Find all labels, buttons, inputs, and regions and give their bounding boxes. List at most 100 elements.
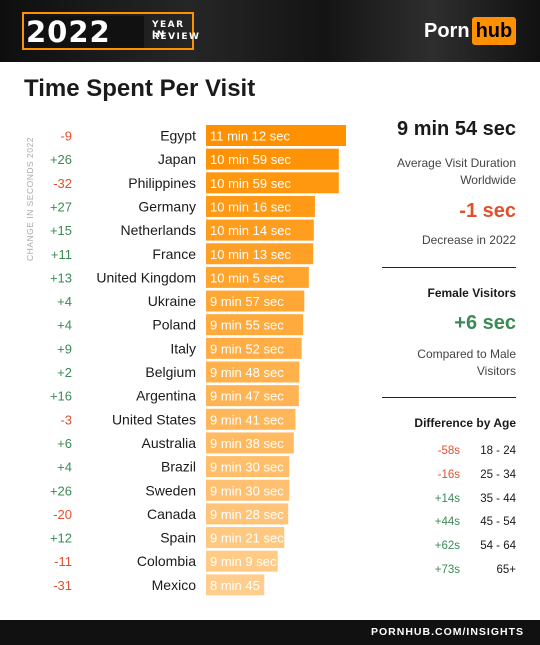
change-label: +4 [57, 318, 72, 333]
country-label: Poland [152, 317, 196, 333]
bar-value-label: 9 min 38 sec [210, 436, 284, 451]
age-diff-value: +62s [434, 540, 460, 553]
bar-value-label: 9 min 57 sec [210, 294, 284, 309]
change-label: +15 [50, 223, 72, 238]
age-row: +44s 45 - 54 [400, 516, 520, 532]
bar-united-kingdom [206, 266, 309, 288]
bar-value-label: 10 min 59 sec [210, 176, 291, 191]
female-visitors-heading: Female Visitors [427, 286, 517, 300]
change-label: +9 [57, 341, 72, 356]
average-duration-label: Average Visit Duration Worldwide [397, 156, 516, 187]
age-range-label: 25 - 34 [480, 468, 516, 481]
country-label: Spain [160, 530, 196, 546]
age-range-label: 45 - 54 [480, 516, 516, 529]
change-label: -31 [53, 578, 72, 593]
bar-value-label: 10 min 14 sec [210, 223, 291, 238]
bar-value-label: 9 min 21 sec [210, 531, 284, 546]
bar-colombia [206, 550, 278, 572]
bar-mexico [206, 574, 265, 596]
logo-text-2: hub [471, 17, 517, 45]
change-label: -11 [54, 554, 72, 569]
country-label: United Kingdom [96, 269, 196, 285]
age-diff-value: -58s [437, 445, 460, 457]
age-range-label: 65+ [496, 564, 516, 576]
country-label: Ukraine [148, 293, 196, 309]
age-diff-value: +44s [434, 516, 460, 529]
age-diff-value: -16s [437, 468, 460, 481]
age-range-label: 18 - 24 [480, 445, 516, 457]
bar-philippines [206, 172, 339, 194]
country-label: Italy [170, 340, 196, 356]
country-label: Canada [147, 506, 196, 522]
bar-value-label: 9 min 9 sec [210, 554, 277, 569]
change-label: -9 [60, 129, 72, 144]
change-label: +13 [50, 270, 72, 285]
age-difference-heading: Difference by Age [414, 416, 516, 430]
bar-poland [206, 314, 304, 336]
bar-ukraine [206, 290, 305, 312]
change-label: -32 [53, 176, 72, 191]
bar-belgium [206, 361, 300, 383]
bar-value-label: 9 min 47 sec [210, 389, 284, 404]
bar-value-label: 9 min 52 sec [210, 341, 284, 356]
bar-value-label: 9 min 41 sec [210, 412, 284, 427]
bar-value-label: 9 min 30 sec [210, 460, 284, 475]
bar-netherlands [206, 219, 314, 241]
bar-value-label: 10 min 59 sec [210, 152, 291, 167]
country-label: Colombia [137, 553, 196, 569]
age-range-label: 54 - 64 [480, 540, 516, 553]
header-banner: 2022 YEAR IN REVIEW Porn hub [0, 0, 540, 62]
side-axis-label-text: CHANGE IN SECONDS 2022 [25, 137, 35, 261]
year-in-review-badge: 2022 YEAR IN REVIEW [22, 12, 199, 50]
review-label: REVIEW [152, 32, 201, 42]
age-row: +62s 54 - 64 [400, 540, 520, 556]
female-visitors-value: +6 sec [454, 312, 516, 334]
bar-france [206, 243, 314, 265]
decrease-value: -1 sec [459, 200, 516, 222]
divider [382, 267, 516, 268]
change-label: +12 [50, 531, 72, 546]
country-label: Philippines [128, 175, 196, 191]
age-row: +73s 65+ [400, 564, 520, 580]
bar-argentina [206, 385, 299, 407]
bar-canada [206, 503, 289, 525]
bar-italy [206, 337, 302, 359]
female-visitors-label: Compared to Male Visitors [417, 347, 516, 378]
age-range-label: 35 - 44 [480, 492, 516, 505]
age-row: -16s 25 - 34 [400, 469, 520, 485]
bar-value-label: 9 min 48 sec [210, 365, 284, 380]
bar-united-states [206, 408, 296, 430]
change-label: +2 [57, 365, 72, 380]
change-label: +27 [50, 199, 72, 214]
logo-text-1: Porn [424, 20, 470, 42]
bar-japan [206, 148, 339, 170]
country-label: Australia [142, 435, 197, 451]
bar-sweden [206, 479, 290, 501]
change-label: +26 [50, 152, 72, 167]
footer-url: PORNHUB.COM/INSIGHTS [370, 626, 524, 638]
country-label: Japan [158, 151, 196, 167]
bar-egypt [206, 125, 346, 146]
age-diff-value: +14s [434, 492, 460, 505]
country-label: United States [112, 411, 196, 427]
country-label: Mexico [152, 577, 197, 593]
bar-value-label: 10 min 16 sec [210, 199, 291, 214]
country-label: Belgium [145, 364, 196, 380]
change-label: +6 [57, 436, 72, 451]
bar-value-label: 11 min 12 sec [210, 129, 290, 144]
change-label: +11 [51, 247, 72, 262]
bar-value-label: 9 min 55 sec [210, 318, 284, 333]
brand-logo: Porn hub [424, 17, 517, 45]
bar-spain [206, 527, 285, 549]
change-label: -20 [53, 507, 72, 522]
bar-value-label: 8 min 45 sec [210, 578, 284, 593]
footer-bar: PORNHUB.COM/INSIGHTS [0, 620, 540, 645]
country-label: Brazil [161, 459, 196, 475]
change-label: -3 [60, 412, 72, 427]
country-label: Germany [138, 198, 196, 214]
bar-value-label: 9 min 30 sec [210, 483, 284, 498]
country-label: Egypt [160, 128, 196, 144]
age-diff-value: +73s [434, 564, 460, 576]
change-label: +4 [57, 460, 72, 475]
